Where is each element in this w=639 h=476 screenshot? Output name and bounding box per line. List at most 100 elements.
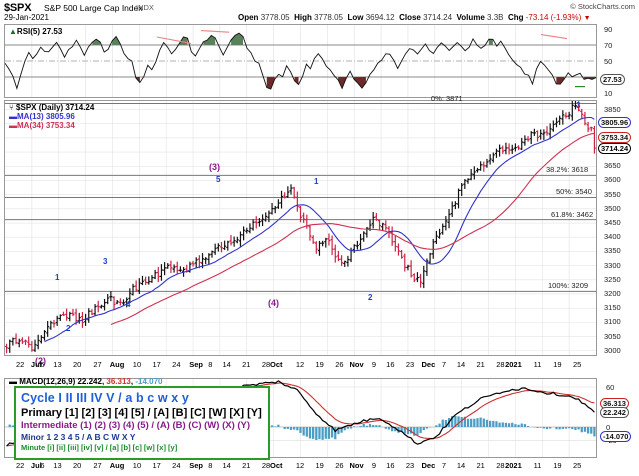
x-tick-19: 19 [315,360,324,369]
x-tick-14: 14 [222,461,231,470]
wave-label-minor-4: 4 [126,300,131,309]
wave-label-int-2: (2) [35,356,46,366]
wave-label-minor-5: 5 [216,175,221,184]
price-legend-ma13: ▬MA(13) 3805.96 [9,112,75,121]
x-axis-bottom: 22 Jul 6 13 20 27 Aug 10 17 24 Sep 8 14 21 28 Oct 12 19 26… [0,461,639,475]
close-value: 3714.24 [423,13,453,22]
x-tick-7: 7 [441,461,447,470]
wave-label-minor-1: 1 [55,273,60,282]
x-tick-sep: Sep [189,360,203,369]
x-tick-21: 21 [476,360,485,369]
fib-label-0: 0%: 3871 [431,93,463,103]
x-tick-24: 24 [172,360,181,369]
x-tick-28: 28 [261,360,271,369]
x-tick-20: 20 [73,360,82,369]
x-tick-6: 6 [40,461,45,470]
wave-label-int-4: (4) [268,298,279,308]
price-tick-3350: 3350 [604,246,621,256]
x-tick-16: 16 [386,461,395,470]
high-label: High [294,13,312,22]
x-tick-jul: Jul [30,360,42,369]
chart-header: $SPX S&P 500 Large Cap Index INDX 29-Jan… [0,0,639,22]
elliott-wave-legend-box: Cycle I II III IV V / a b c w x y Primar… [14,386,270,460]
close-label: Close [399,13,421,22]
wave-label-minor-1b: 1 [314,177,319,186]
x-tick-8: 8 [208,461,213,470]
ma34-price-tag: 3753.34 [598,131,632,143]
wave-label-minor-3b: 3 [576,101,581,110]
volume-label: Volume [456,13,485,22]
price-legend-ma34: ▬MA(34) 3753.34 [9,121,75,130]
x-tick-14: 14 [456,360,466,369]
symbol-exchange: INDX [136,3,154,12]
macd-tick-0: 0 [606,423,611,432]
x-tick-dec: Dec [421,360,436,369]
rsi-panel [4,24,597,98]
x-tick-11: 11 [533,461,542,470]
x-tick-2021: 2021 [505,461,522,470]
rsi-value-tag: 27.53 [600,73,625,85]
macd-hist-tag: -14.070 [600,431,632,443]
x-tick-aug: Aug [109,461,125,470]
x-tick-26: 26 [335,360,344,369]
fib-label-100: 100%: 3209 [548,281,589,291]
wave-label-int-3: (3) [209,162,220,172]
close-price-tag: 3714.24 [598,143,632,155]
x-tick-jul: Jul [30,461,42,470]
x-tick-12: 12 [295,461,305,470]
fib-label-618: 61.8%: 3462 [551,209,594,219]
price-tick-3300: 3300 [604,260,621,270]
x-tick-27: 27 [93,360,102,369]
ma13-price-tag: 3805.96 [598,117,632,128]
x-tick-9: 9 [371,461,377,470]
legend-cycle-line: Cycle I II III IV V / a b c w x y [21,391,189,405]
legend-minor-line: Minor 1 2 3 4 5 / A B C W X Y [21,432,136,442]
x-tick-8: 8 [208,360,213,369]
rsi-indicator-icon: ▲ [9,27,17,36]
x-tick-21: 21 [242,461,251,470]
line-swatch-blue-icon: ▬ [9,112,17,121]
price-tick-3650: 3650 [604,161,621,171]
rsi-right-axis: 9070503010 [597,24,639,98]
fib-label-382: 38.2%: 3618 [546,165,589,175]
rsi-tick-90: 90 [604,25,613,34]
x-tick-11: 11 [533,360,542,369]
x-tick-oct: Oct [270,461,283,470]
x-tick-27: 27 [93,461,102,470]
x-tick-22: 22 [15,461,25,470]
high-value: 3778.05 [314,13,343,22]
x-tick-25: 25 [572,461,582,470]
symbol-ticker: $SPX [4,2,32,14]
x-tick-14: 14 [222,360,231,369]
x-tick-14: 14 [456,461,466,470]
legend-minute-line: Minute [i] [ii] [iii] [iv] [v] / [a] [b]… [21,443,178,452]
line-swatch-red-icon: ▬ [9,121,17,130]
x-tick-23: 23 [405,461,415,470]
ohlc-summary: Open 3778.05 High 3778.05 Low 3694.12 Cl… [238,13,591,22]
x-tick-13: 13 [53,461,62,470]
x-tick-19: 19 [553,461,562,470]
low-value: 3694.12 [365,13,395,22]
x-tick-17: 17 [152,461,161,470]
rsi-tick-70: 70 [604,41,613,50]
x-tick-10: 10 [132,360,142,369]
x-tick-2021: 2021 [505,360,522,369]
x-tick-6: 6 [40,360,45,369]
x-tick-28: 28 [261,461,271,470]
macd-legend-text: MACD(12,26,9) 22.242, 36.313, -14.070 [19,377,163,386]
x-tick-13: 13 [53,360,62,369]
macd-value-tag: 22.242 [600,407,629,419]
fib-label-50: 50%: 3540 [556,187,592,197]
price-tick-3100: 3100 [604,317,621,327]
wave-label-minor-3: 3 [103,257,108,266]
open-value: 3778.05 [260,13,290,22]
price-tick-3000: 3000 [604,345,621,355]
x-tick-28: 28 [496,461,505,470]
wave-label-minor-2: 2 [66,324,71,333]
price-tick-3450: 3450 [604,218,621,228]
price-plot [5,101,596,355]
volume-value: 3.3B [487,13,504,22]
rsi-legend: ▲RSI(5) 27.53 [9,27,63,36]
price-tick-3500: 3500 [604,203,621,213]
